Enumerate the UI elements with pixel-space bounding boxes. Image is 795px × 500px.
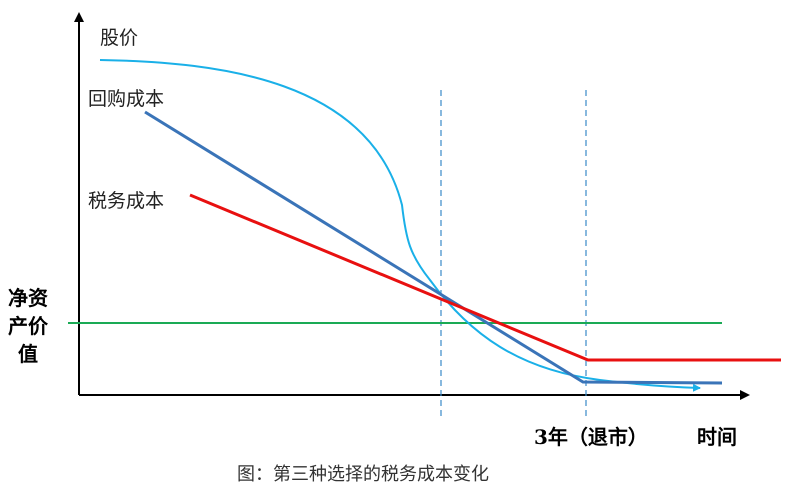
stock-price-label: 股价 <box>100 27 138 49</box>
net-asset-label-line1: 净资 <box>8 286 48 310</box>
stock-price-curve <box>99 59 701 392</box>
tax-cost-line <box>189 193 781 362</box>
time-axis-label: 时间 <box>697 425 737 449</box>
tax-cost-label: 税务成本 <box>88 190 164 212</box>
delisting-time-label: 3年（退市） <box>534 425 648 449</box>
net-asset-label-line3: 值 <box>18 342 38 366</box>
buyback-cost-line <box>144 110 723 385</box>
net-asset-label-line2: 产价 <box>8 314 49 338</box>
buyback-cost-label: 回购成本 <box>88 88 164 110</box>
figure-caption: 图：第三种选择的税务成本变化 <box>237 464 489 485</box>
